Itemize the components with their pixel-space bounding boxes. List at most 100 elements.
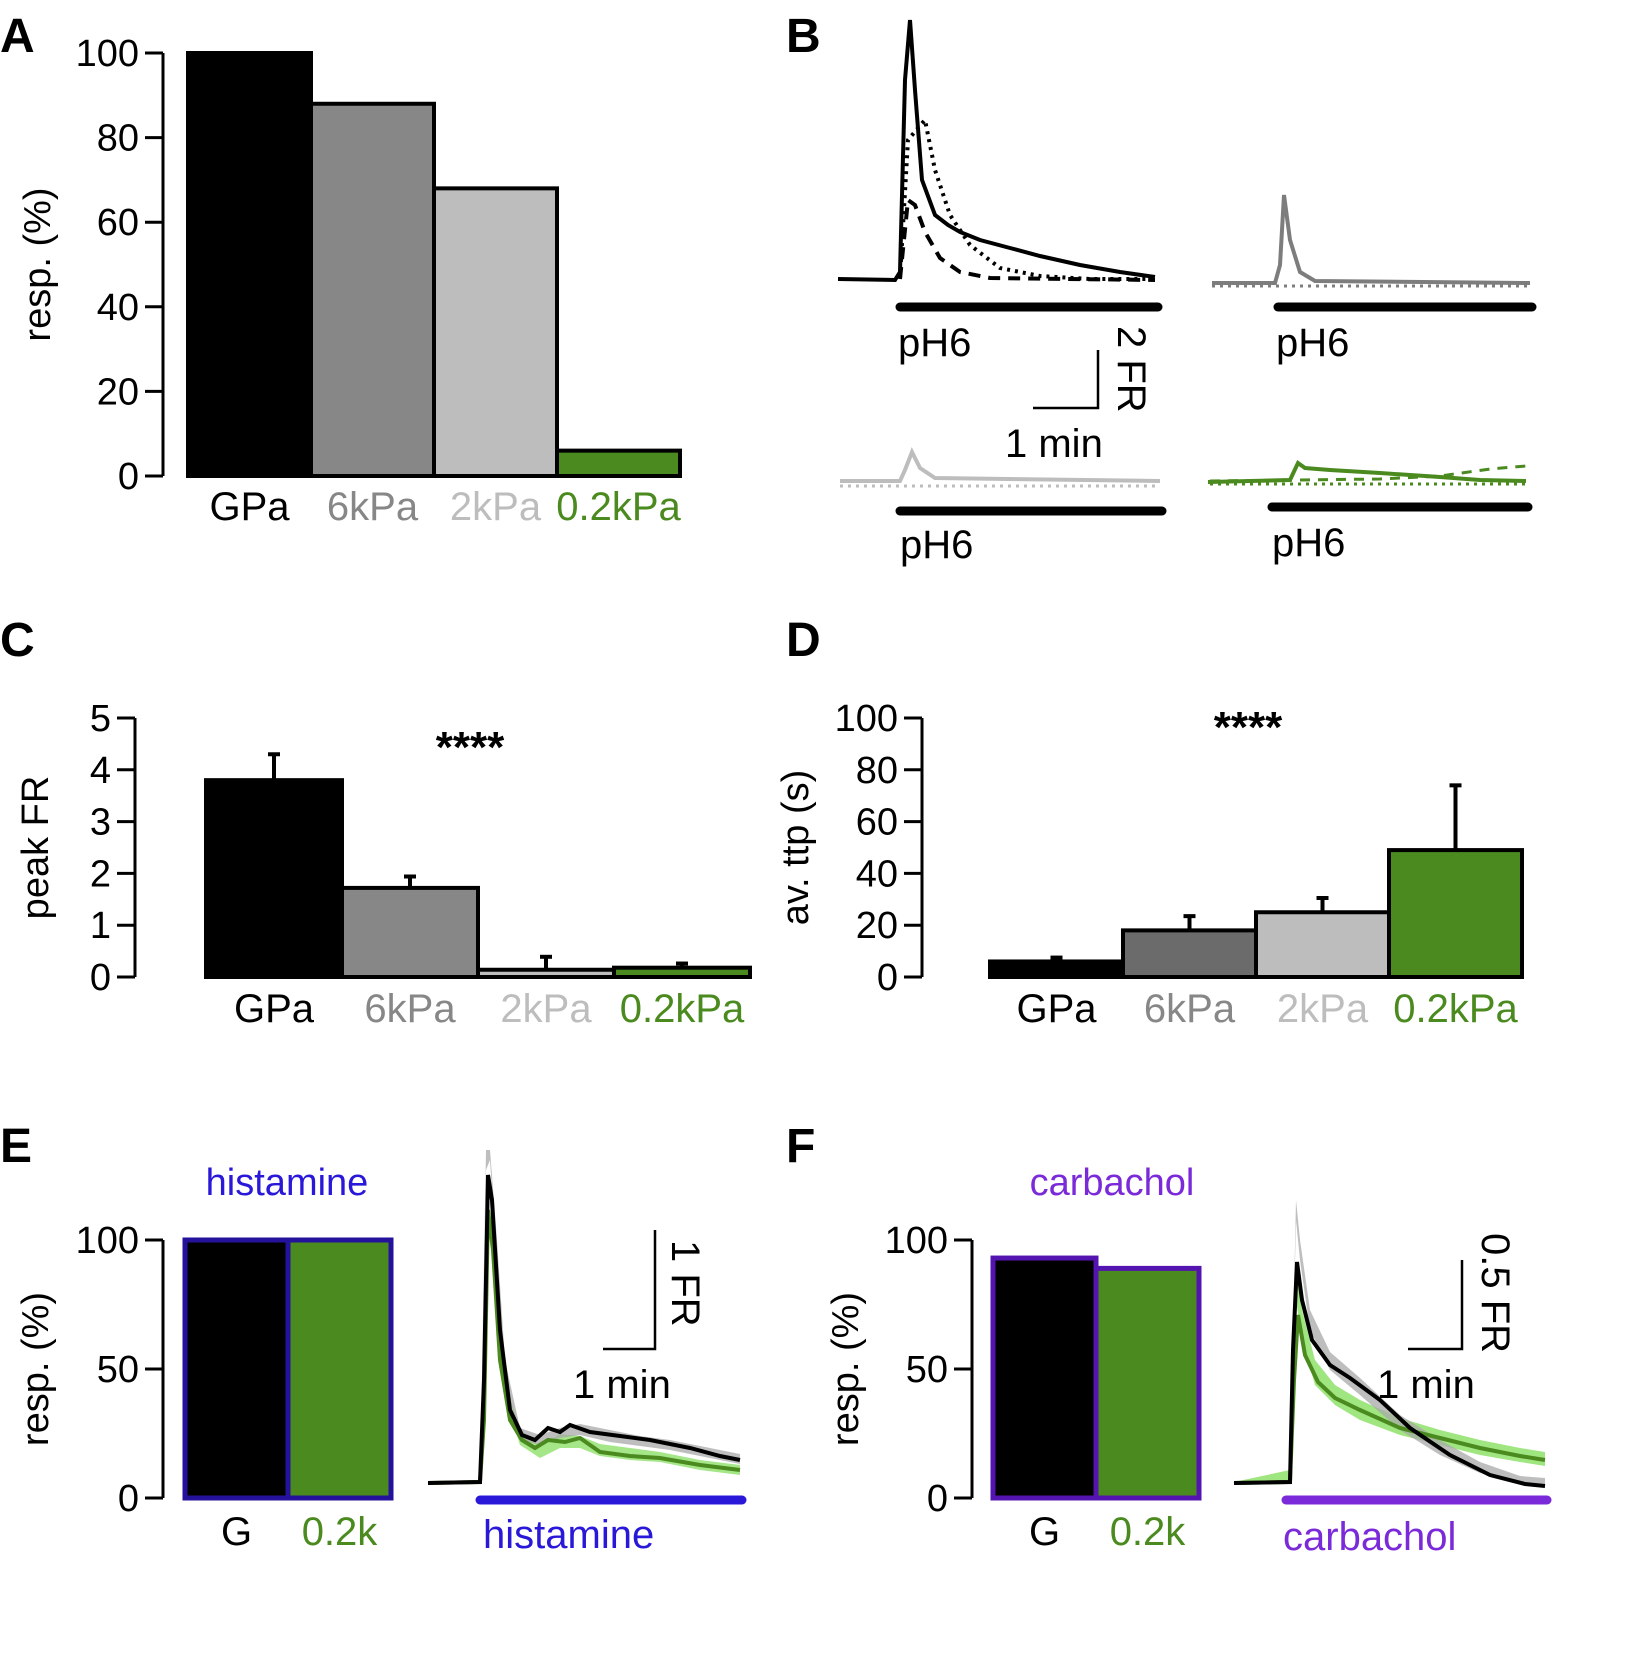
trace-b-gpa-dashed bbox=[898, 196, 1156, 282]
chart-d: 0 20 40 60 80 100 av. ttp (s) GPa 6kPa 2kPa 0.2kPa bbox=[775, 698, 1524, 1031]
category-label-e-1: 0.2k bbox=[302, 1510, 379, 1554]
bar-e-0 bbox=[182, 1237, 291, 1501]
trace-e-02k-band bbox=[428, 1180, 740, 1483]
title-e: histamine bbox=[206, 1162, 369, 1204]
bar-f-1 bbox=[1093, 1265, 1202, 1501]
significance-d: **** bbox=[1214, 703, 1283, 752]
y-tick-label-d-3: 60 bbox=[856, 802, 898, 844]
trace-b-6kpa bbox=[1212, 194, 1531, 285]
scale-label-x-e: 1 min bbox=[573, 1363, 671, 1407]
y-tick-label-e-0: 0 bbox=[118, 1478, 139, 1520]
y-tick-label-d-1: 20 bbox=[856, 905, 898, 947]
y-tick-label-f-1: 50 bbox=[906, 1349, 948, 1391]
y-tick-label-e-2: 100 bbox=[76, 1220, 139, 1262]
category-label-c-1: 6kPa bbox=[364, 987, 456, 1031]
scale-bar-b bbox=[1033, 350, 1100, 410]
stim-label-f: carbachol bbox=[1283, 1515, 1456, 1559]
bar-c-2 bbox=[476, 967, 616, 979]
trace-b-02kpa bbox=[1207, 459, 1527, 484]
title-f: carbachol bbox=[1030, 1162, 1195, 1204]
bar-d-3 bbox=[1387, 848, 1524, 980]
panel-f-traces: carbachol 1 min 0.5 FR bbox=[1233, 1200, 1552, 1559]
trace-f-gpa-band bbox=[1290, 1200, 1545, 1486]
y-tick-label-a-1: 20 bbox=[97, 371, 139, 413]
y-tick-label-a-4: 80 bbox=[97, 118, 139, 160]
chart-c: 0 1 2 3 4 5 peak FR GPa 6kPa 2kPa 0.2kPa bbox=[15, 698, 752, 1031]
bar-a-1 bbox=[309, 101, 436, 478]
y-axis-title-c: peak FR bbox=[15, 776, 57, 920]
trace-b-02kpa-dashed bbox=[1209, 464, 1527, 483]
y-tick-label-c-0: 0 bbox=[90, 957, 111, 999]
y-axis-title-e: resp. (%) bbox=[15, 1292, 57, 1446]
scale-label-y-e: 1 FR bbox=[663, 1240, 707, 1327]
trace-f-02k-band bbox=[1234, 1270, 1545, 1482]
y-tick-label-c-1: 1 bbox=[90, 905, 111, 947]
stim-label-b2: pH6 bbox=[1276, 321, 1349, 365]
chart-f: 0 50 100 resp. (%) G 0.2k bbox=[825, 1220, 1202, 1554]
y-tick-label-a-0: 0 bbox=[118, 456, 139, 498]
significance-c: **** bbox=[436, 723, 505, 772]
category-label-d-3: 0.2kPa bbox=[1393, 987, 1518, 1031]
bar-a-2 bbox=[432, 186, 559, 479]
category-label-a-2: 2kPa bbox=[450, 485, 542, 529]
stim-label-e: histamine bbox=[483, 1513, 654, 1557]
panel-letter-e: E bbox=[0, 1120, 32, 1173]
bar-c-3 bbox=[612, 965, 752, 980]
bar-c-1 bbox=[340, 885, 480, 979]
scale-bar-e bbox=[603, 1230, 657, 1351]
y-tick-label-d-2: 40 bbox=[856, 853, 898, 895]
category-label-f-0: G bbox=[1029, 1510, 1060, 1554]
scale-label-x-f: 1 min bbox=[1377, 1363, 1475, 1407]
chart-a: 0 20 40 60 80 100 resp. (%) GPa 6kPa 2kPa 0.2kPa bbox=[17, 33, 682, 529]
y-tick-label-a-5: 100 bbox=[76, 33, 139, 75]
y-axis-title-d: av. ttp (s) bbox=[775, 770, 817, 926]
y-axis-title-f: resp. (%) bbox=[825, 1292, 867, 1446]
panel-letter-c: C bbox=[0, 614, 35, 667]
y-tick-label-d-5: 100 bbox=[835, 698, 898, 740]
panel-letter-b: B bbox=[786, 10, 821, 63]
trace-e-gpa bbox=[427, 1174, 741, 1485]
bar-d-0 bbox=[988, 959, 1125, 980]
bar-d-1 bbox=[1121, 928, 1258, 980]
bar-a-3 bbox=[555, 448, 682, 478]
bar-e-1 bbox=[285, 1237, 394, 1501]
y-tick-label-c-2: 2 bbox=[90, 853, 111, 895]
y-tick-label-a-2: 40 bbox=[97, 287, 139, 329]
chart-e: 0 50 100 resp. (%) G 0.2k bbox=[15, 1220, 394, 1554]
panel-e-traces: histamine 1 min 1 FR bbox=[427, 1150, 747, 1557]
stim-label-b3: pH6 bbox=[900, 523, 973, 567]
bar-a-0 bbox=[186, 51, 313, 478]
trace-b-gpa-solid bbox=[837, 19, 1156, 283]
y-tick-label-c-5: 5 bbox=[90, 698, 111, 740]
scale-label-x-b: 1 min bbox=[1005, 422, 1103, 466]
category-label-d-1: 6kPa bbox=[1144, 987, 1236, 1031]
panel-letter-a: A bbox=[0, 10, 35, 63]
y-tick-label-f-2: 100 bbox=[885, 1220, 948, 1262]
trace-b-2kpa bbox=[840, 447, 1161, 483]
category-label-c-2: 2kPa bbox=[500, 987, 592, 1031]
category-label-a-1: 6kPa bbox=[327, 485, 419, 529]
bar-c-0 bbox=[204, 778, 344, 979]
category-label-c-0: GPa bbox=[234, 987, 315, 1031]
y-tick-label-f-0: 0 bbox=[927, 1478, 948, 1520]
panel-letter-f: F bbox=[786, 1120, 815, 1173]
trace-f-gpa bbox=[1233, 1261, 1546, 1488]
stim-label-b4: pH6 bbox=[1272, 521, 1345, 565]
category-label-a-0: GPa bbox=[209, 485, 290, 529]
y-axis-title-a: resp. (%) bbox=[17, 187, 59, 341]
panel-b-traces: pH6 1 min 2 FR pH6 pH6 pH6 bbox=[837, 19, 1537, 567]
panel-letter-d: D bbox=[786, 614, 821, 667]
y-tick-label-c-3: 3 bbox=[90, 802, 111, 844]
category-label-a-3: 0.2kPa bbox=[556, 485, 681, 529]
category-label-d-2: 2kPa bbox=[1277, 987, 1369, 1031]
y-tick-label-c-4: 4 bbox=[90, 750, 111, 792]
category-label-d-0: GPa bbox=[1016, 987, 1097, 1031]
stim-label-b1: pH6 bbox=[898, 321, 971, 365]
scale-bar-f bbox=[1408, 1260, 1464, 1351]
category-label-f-1: 0.2k bbox=[1110, 1510, 1187, 1554]
y-tick-label-d-0: 0 bbox=[877, 957, 898, 999]
bar-d-2 bbox=[1254, 910, 1391, 979]
scale-label-y-f: 0.5 FR bbox=[1473, 1233, 1517, 1353]
y-tick-label-d-4: 80 bbox=[856, 750, 898, 792]
